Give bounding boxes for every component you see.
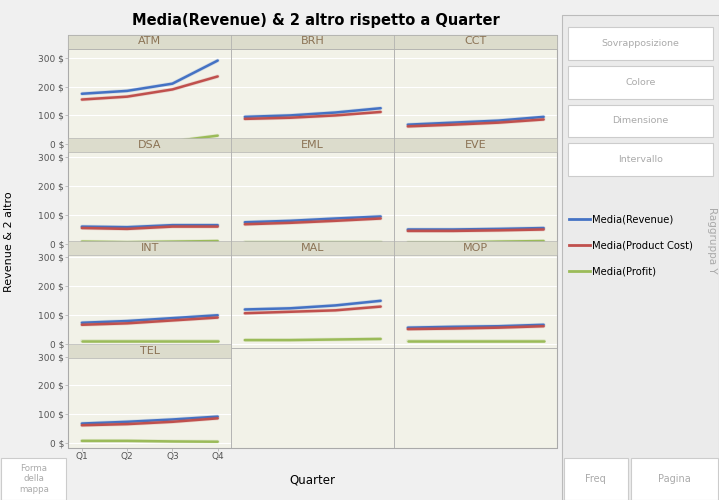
Text: BRH: BRH: [301, 36, 325, 46]
Text: DSA: DSA: [138, 140, 162, 149]
Text: Raggruppa Y: Raggruppa Y: [707, 206, 717, 274]
Text: Intervallo: Intervallo: [618, 155, 663, 164]
Text: Dimensione: Dimensione: [613, 116, 669, 125]
Text: Forma
della
mappa: Forma della mappa: [19, 464, 49, 494]
Text: Media(Revenue) & 2 altro rispetto a Quarter: Media(Revenue) & 2 altro rispetto a Quar…: [132, 12, 500, 28]
Text: TEL: TEL: [139, 346, 160, 356]
Text: Pagina: Pagina: [658, 474, 690, 484]
Text: Colore: Colore: [626, 78, 656, 87]
Text: Freq: Freq: [585, 474, 606, 484]
Text: ATM: ATM: [138, 36, 161, 46]
Text: MOP: MOP: [463, 243, 488, 252]
Text: Quarter: Quarter: [290, 474, 336, 486]
Text: Media(Product Cost): Media(Product Cost): [592, 240, 693, 250]
Text: Media(Profit): Media(Profit): [592, 266, 656, 276]
Text: Revenue & 2 altro: Revenue & 2 altro: [4, 191, 14, 292]
Text: CCT: CCT: [464, 36, 487, 46]
Text: Media(Revenue): Media(Revenue): [592, 214, 674, 224]
Text: EVE: EVE: [465, 140, 487, 149]
Text: MAL: MAL: [301, 243, 324, 252]
Text: Channel: Channel: [286, 36, 339, 49]
Text: EML: EML: [301, 140, 324, 149]
Text: Sovrapposizione: Sovrapposizione: [602, 40, 679, 48]
Text: INT: INT: [141, 243, 159, 252]
